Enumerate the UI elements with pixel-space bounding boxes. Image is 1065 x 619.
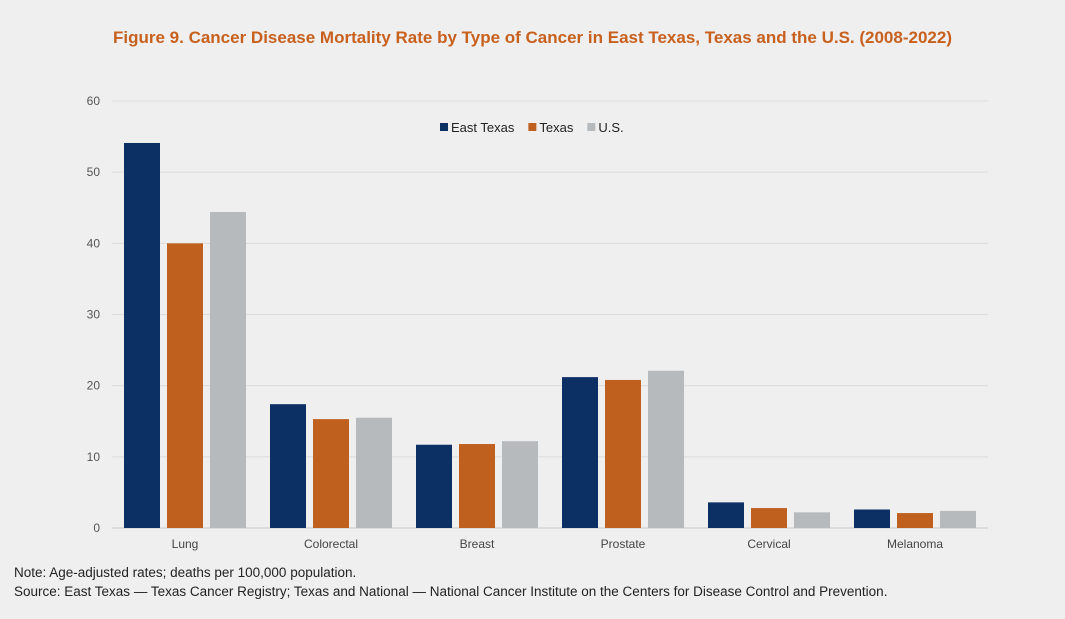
y-tick-label: 0	[93, 521, 100, 535]
bar-u-s--lung	[210, 212, 246, 528]
bar-east-texas-lung	[124, 142, 160, 528]
bar-texas-melanoma	[897, 513, 933, 528]
bar-u-s--breast	[502, 441, 538, 528]
legend-label: U.S.	[598, 120, 623, 135]
x-tick-label: Prostate	[601, 537, 646, 551]
x-tick-label: Cervical	[747, 537, 790, 551]
bar-texas-cervical	[751, 508, 787, 528]
y-tick-label: 30	[87, 308, 101, 322]
x-tick-label: Breast	[460, 537, 495, 551]
y-tick-label: 60	[87, 94, 101, 108]
y-tick-label: 40	[87, 236, 101, 250]
bar-east-texas-cervical	[708, 502, 744, 528]
bar-east-texas-prostate	[562, 377, 598, 528]
legend-label: Texas	[539, 120, 573, 135]
x-tick-label: Colorectal	[304, 537, 358, 551]
bar-u-s--cervical	[794, 512, 830, 528]
chart-title: Figure 9. Cancer Disease Mortality Rate …	[113, 28, 952, 47]
bar-east-texas-melanoma	[854, 509, 890, 528]
source-text: Source: East Texas — Texas Cancer Regist…	[14, 584, 888, 599]
note-text: Note: Age-adjusted rates; deaths per 100…	[14, 565, 357, 580]
bar-east-texas-colorectal	[270, 404, 306, 528]
legend-swatch	[528, 123, 537, 131]
x-tick-label: Lung	[172, 537, 199, 551]
y-tick-label: 50	[87, 165, 101, 179]
y-tick-label: 10	[87, 450, 101, 464]
bar-texas-colorectal	[313, 419, 349, 528]
bar-u-s--prostate	[648, 370, 684, 528]
bar-u-s--colorectal	[356, 417, 392, 528]
legend-label: East Texas	[451, 120, 515, 135]
bar-texas-prostate	[605, 379, 641, 528]
bar-u-s--melanoma	[940, 510, 976, 528]
bar-texas-breast	[459, 444, 495, 528]
bar-east-texas-breast	[416, 444, 452, 528]
legend-swatch	[440, 123, 448, 131]
x-tick-label: Melanoma	[887, 537, 943, 551]
bar-texas-lung	[167, 243, 203, 529]
legend-swatch	[587, 123, 596, 131]
y-tick-label: 20	[87, 379, 101, 393]
